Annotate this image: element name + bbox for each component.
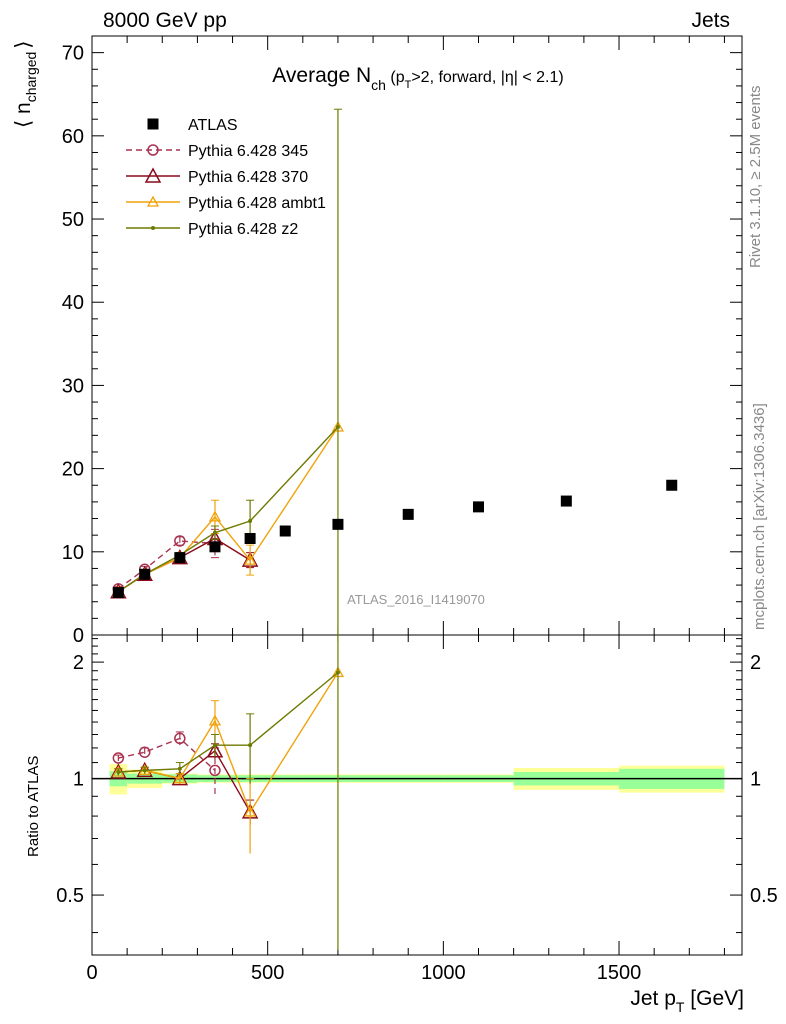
series-2-ratio-line bbox=[118, 672, 339, 814]
series-1-line bbox=[117, 537, 251, 593]
legend-entry: Pythia 6.428 z2 bbox=[126, 221, 298, 238]
y-tick-label: 30 bbox=[62, 375, 84, 397]
atlas-data-point bbox=[209, 541, 221, 553]
ratio-tick-label: 2 bbox=[73, 652, 84, 674]
series-3-line bbox=[117, 426, 339, 593]
y-tick-label: 10 bbox=[62, 542, 84, 564]
series-0-ratio-point bbox=[112, 752, 125, 764]
atlas-data-point bbox=[244, 532, 256, 544]
series-layer bbox=[110, 108, 678, 951]
series-3-ratio-point bbox=[335, 670, 340, 675]
title-sub2: T bbox=[405, 79, 412, 91]
legend-marker bbox=[147, 144, 159, 156]
series-3-ratio-point bbox=[212, 743, 217, 748]
series-2-ratio-point bbox=[244, 805, 257, 817]
atlas-data-point bbox=[560, 495, 572, 507]
series-3-ratio-point bbox=[142, 768, 147, 773]
header-right: Jets bbox=[691, 9, 730, 32]
series-3-ratio-point bbox=[248, 743, 253, 748]
header-left: 8000 GeV pp bbox=[103, 9, 227, 32]
atlas-data-point bbox=[666, 479, 678, 491]
series-0-ratio-point bbox=[174, 732, 186, 745]
ratio-tick-label: 1 bbox=[73, 769, 84, 791]
series-0-point bbox=[174, 535, 186, 547]
y-tick-label: 0 bbox=[73, 625, 84, 647]
legend-entry: Pythia 6.428 345 bbox=[126, 143, 308, 160]
legend-label: Pythia 6.428 370 bbox=[188, 169, 308, 186]
legend-label: Pythia 6.428 z2 bbox=[188, 221, 298, 238]
series-3-point bbox=[248, 519, 253, 524]
series-2-ratio-point bbox=[173, 772, 186, 784]
ratio-tick-label-right: 2 bbox=[750, 652, 761, 674]
watermark-label: ATLAS_2016_I1419070 bbox=[347, 592, 485, 607]
series-0-line bbox=[117, 540, 216, 590]
series-3-ratio-point bbox=[116, 769, 121, 774]
series-2-point bbox=[244, 553, 257, 565]
atlas-data-point bbox=[279, 525, 291, 537]
legend-label: ATLAS bbox=[188, 117, 238, 134]
legend-marker bbox=[144, 167, 162, 183]
chart-title: Average Nch (pT>2, forward, |η| < 2.1) bbox=[272, 64, 563, 93]
title-rest2: >2, forward, |η| < 2.1) bbox=[411, 69, 563, 86]
legend-marker bbox=[146, 195, 160, 207]
series-0-ratio-line bbox=[118, 737, 216, 771]
ratio-tick-label-right: 0.5 bbox=[750, 885, 778, 907]
y-axis-label: ⟨ ncharged⟩ bbox=[12, 40, 39, 128]
y-tick-label: 50 bbox=[62, 209, 84, 231]
series-0-ratio-point bbox=[138, 746, 151, 758]
title-rest1: (p bbox=[386, 69, 405, 86]
y-tick-label: 60 bbox=[62, 126, 84, 148]
series-3-ratio-point bbox=[177, 766, 182, 771]
ratio-axis-label: Ratio to ATLAS bbox=[25, 756, 42, 857]
title-sub: ch bbox=[371, 77, 386, 93]
x-axis-label: Jet pT [GeV] bbox=[630, 987, 744, 1015]
x-tick-label: 1000 bbox=[421, 962, 466, 984]
y-tick-label: 40 bbox=[62, 292, 84, 314]
series-3-point bbox=[212, 530, 217, 535]
x-tick-label: 1500 bbox=[597, 962, 642, 984]
series-1-ratio-point bbox=[206, 742, 224, 758]
ratio-panel-series bbox=[110, 635, 345, 951]
legend-marker bbox=[147, 118, 159, 130]
ratio-tick-label: 0.5 bbox=[56, 885, 84, 907]
legend: ATLAS Pythia 6.428 345 Pythia 6.428 370 Pyt… bbox=[126, 117, 326, 238]
ratio-tick-label-right: 1 bbox=[750, 769, 761, 791]
series-2-point bbox=[208, 510, 222, 522]
atlas-data-point bbox=[402, 508, 414, 520]
title-main: Average N bbox=[272, 64, 371, 87]
y-tick-label: 20 bbox=[62, 459, 84, 481]
main-panel-series bbox=[110, 108, 678, 635]
atlas-data-point bbox=[472, 501, 484, 513]
legend-entry: Pythia 6.428 370 bbox=[126, 167, 308, 186]
atlas-data-point bbox=[139, 568, 151, 580]
series-2-ratio-point bbox=[208, 714, 222, 726]
x-tick-label: 500 bbox=[251, 962, 284, 984]
series-3-ratio-line bbox=[118, 671, 339, 773]
y-tick-label: 70 bbox=[62, 43, 84, 65]
atlas-data-point bbox=[112, 587, 124, 599]
series-3-point bbox=[335, 425, 340, 430]
legend-label: Pythia 6.428 345 bbox=[188, 143, 308, 160]
text-layer: Average Nch (pT>2, forward, |η| < 2.1) A… bbox=[12, 40, 744, 1015]
x-tick-label: 0 bbox=[86, 962, 97, 984]
series-0-ratio-point bbox=[209, 764, 221, 777]
legend-label: Pythia 6.428 ambt1 bbox=[188, 195, 326, 212]
legend-entry: ATLAS bbox=[147, 117, 238, 134]
ratio-frame bbox=[91, 634, 743, 956]
atlas-data-point bbox=[332, 518, 344, 530]
series-2-line bbox=[117, 426, 339, 593]
atlas-data-point bbox=[174, 552, 186, 564]
legend-entry: Pythia 6.428 ambt1 bbox=[126, 195, 326, 212]
legend-marker bbox=[151, 226, 155, 230]
